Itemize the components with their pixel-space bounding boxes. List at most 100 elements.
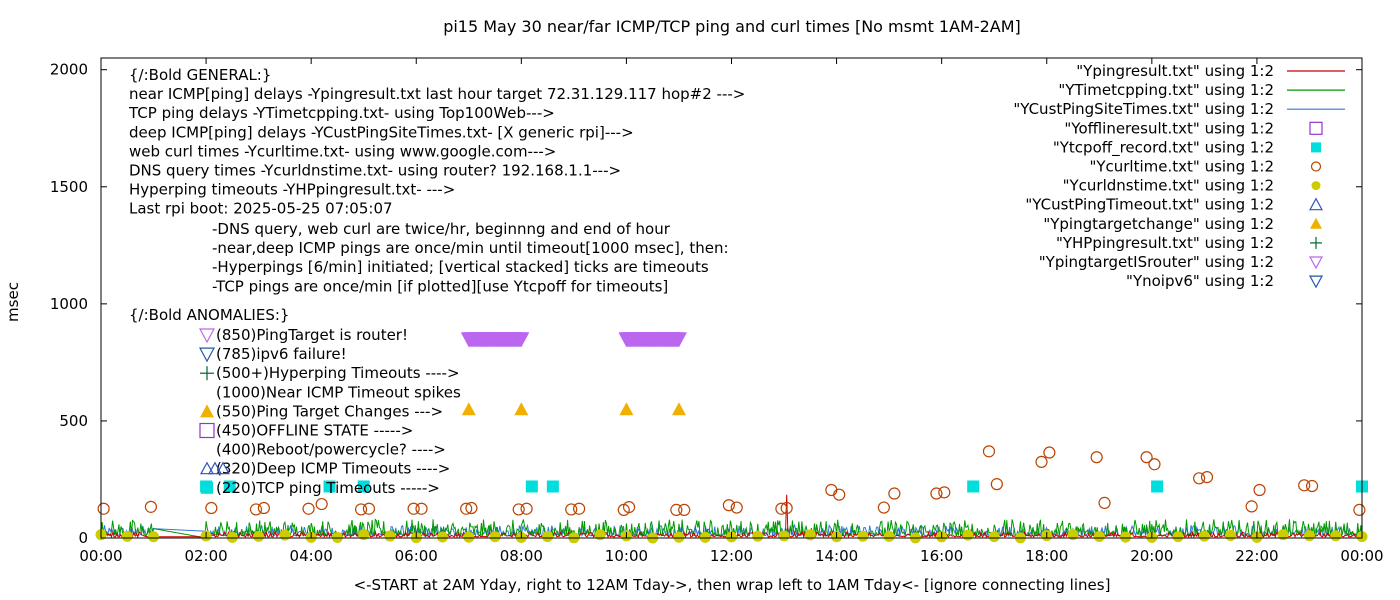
curl-time-point <box>315 497 328 511</box>
x-tick-label: 04:00 <box>290 547 333 565</box>
curl-time-point <box>888 487 901 500</box>
curl-time-point <box>257 501 270 515</box>
curldns-point <box>594 529 606 541</box>
curldns-point <box>384 530 396 542</box>
curl-time-point <box>1043 446 1056 459</box>
curl-time-point <box>97 502 110 515</box>
curldns-point <box>148 531 160 543</box>
x-tick-label: 06:00 <box>395 547 438 565</box>
router-band <box>619 332 686 346</box>
legend-label: "Ypingtargetchange" using 1:2 <box>1043 215 1274 233</box>
anomaly-marker-icon <box>207 461 223 475</box>
curldns-point <box>1198 530 1210 542</box>
target-change-point <box>671 402 686 416</box>
x-tick-label: 02:00 <box>184 547 227 565</box>
anomaly-note: (785)ipv6 failure! <box>216 345 347 363</box>
curldns-point <box>437 531 449 543</box>
curl-time-point <box>407 502 420 515</box>
curl-time-point <box>678 503 691 517</box>
x-tick-label: 22:00 <box>1235 547 1278 565</box>
anomaly-note: (550)Ping Target Changes ---> <box>216 402 443 420</box>
curl-time-point <box>722 499 735 512</box>
anomaly-marker-icon <box>215 461 231 475</box>
general-note: Hyperping timeouts -YHPpingresult.txt- -… <box>129 181 455 199</box>
curl-time-point <box>775 502 788 515</box>
curldns-point <box>804 529 816 541</box>
curldns-point <box>673 531 685 543</box>
detail-note: -TCP pings are once/min [if plotted][use… <box>212 277 668 295</box>
general-note: {/:Bold GENERAL:} <box>129 66 271 84</box>
tcp-timeout-point <box>546 480 559 493</box>
anomaly-marker-icon <box>199 422 215 439</box>
target-change-point <box>619 402 634 416</box>
curl-time-point <box>670 503 683 517</box>
legend-label: "Ycurltime.txt" using 1:2 <box>1089 158 1274 176</box>
x-tick-label: 00:00 <box>79 547 122 565</box>
curldns-point <box>226 531 238 543</box>
legend-marker <box>1310 161 1322 172</box>
curldns-point <box>883 530 895 542</box>
anomaly-note: (400)Reboot/powercycle? ----> <box>216 441 446 459</box>
anomaly-note: (850)PingTarget is router! <box>216 326 408 344</box>
tcp-timeout-point <box>1151 480 1164 493</box>
general-note: near ICMP[ping] delays -Ypingresult.txt … <box>129 85 745 103</box>
legend-label: "YCustPingSiteTimes.txt" using 1:2 <box>1013 100 1274 118</box>
curldns-point <box>752 530 764 542</box>
curl-time-point <box>302 502 315 515</box>
legend-marker <box>1311 142 1321 153</box>
legend-marker <box>1308 197 1324 211</box>
curl-time-point <box>205 501 218 515</box>
curldns-point <box>1277 529 1289 541</box>
curl-time-point <box>1090 451 1103 464</box>
curl-time-point <box>249 503 263 516</box>
general-note: DNS query times -Ycurldnstime.txt- using… <box>129 162 621 180</box>
y-axis-label: msec <box>4 282 22 322</box>
detail-note: -DNS query, web curl are twice/hr, begin… <box>212 220 671 238</box>
tcp-timeout-point <box>967 480 980 493</box>
annotation-block: {/:Bold GENERAL:}near ICMP[ping] delays … <box>128 66 745 497</box>
detail-note: -Hyperpings [6/min] initiated; [vertical… <box>212 258 709 276</box>
legend-label: "YpingtargetISrouter" using 1:2 <box>1039 253 1274 271</box>
x-tick-label: 10:00 <box>605 547 648 565</box>
tcp-ping-line <box>100 518 1363 539</box>
anomaly-marker-icon <box>201 481 213 494</box>
y-tick-label: 1000 <box>50 295 88 313</box>
curldns-point <box>778 530 790 542</box>
anomalies-title: {/:Bold ANOMALIES:} <box>129 306 289 324</box>
curldns-point <box>857 530 869 542</box>
curldns-point <box>988 531 1000 543</box>
router-band <box>461 332 529 346</box>
curldns-point <box>253 530 265 542</box>
x-tick-label: 08:00 <box>500 547 543 565</box>
curl-time-point <box>1245 500 1258 513</box>
curl-time-point <box>1035 455 1048 469</box>
curl-time-point <box>833 488 846 501</box>
curl-time-point <box>1098 496 1111 509</box>
curl-time-point <box>622 500 636 514</box>
curl-time-point <box>1253 483 1266 497</box>
tcp-timeout-point <box>223 480 236 493</box>
curl-time-point <box>1200 471 1214 484</box>
curl-time-point <box>512 503 525 516</box>
curl-time-point <box>1148 458 1161 471</box>
anomaly-note: (500+)Hyperping Timeouts ----> <box>216 364 460 382</box>
detail-note: -near,deep ICMP pings are once/min until… <box>212 239 729 257</box>
axes: 00:00 02:00 04:00 06:00 08:00 10:00 12:00 14:00… <box>50 58 1384 565</box>
curldns-point <box>331 531 343 543</box>
x-tick-label: 16:00 <box>920 547 963 565</box>
legend-label: "Ynoipv6" using 1:2 <box>1126 272 1274 290</box>
curldns-point <box>463 531 475 543</box>
legend-label: "Ytcpoff_record.txt" using 1:2 <box>1053 138 1274 157</box>
x-axis-label: <-START at 2AM Yday, right to 12AM Tday-… <box>354 576 1111 594</box>
x-tick-label: 14:00 <box>815 547 858 565</box>
curldns-point <box>1172 531 1184 543</box>
legend-marker <box>1308 275 1324 289</box>
legend-marker <box>1310 217 1322 229</box>
anomaly-note: (220)TCP ping Timeouts -----> <box>216 479 440 497</box>
curldns-point <box>1225 529 1237 541</box>
curl-time-point <box>825 483 838 497</box>
curl-time-point <box>1305 479 1319 493</box>
anomaly-marker-icon <box>199 461 215 475</box>
curldns-point <box>962 529 974 541</box>
